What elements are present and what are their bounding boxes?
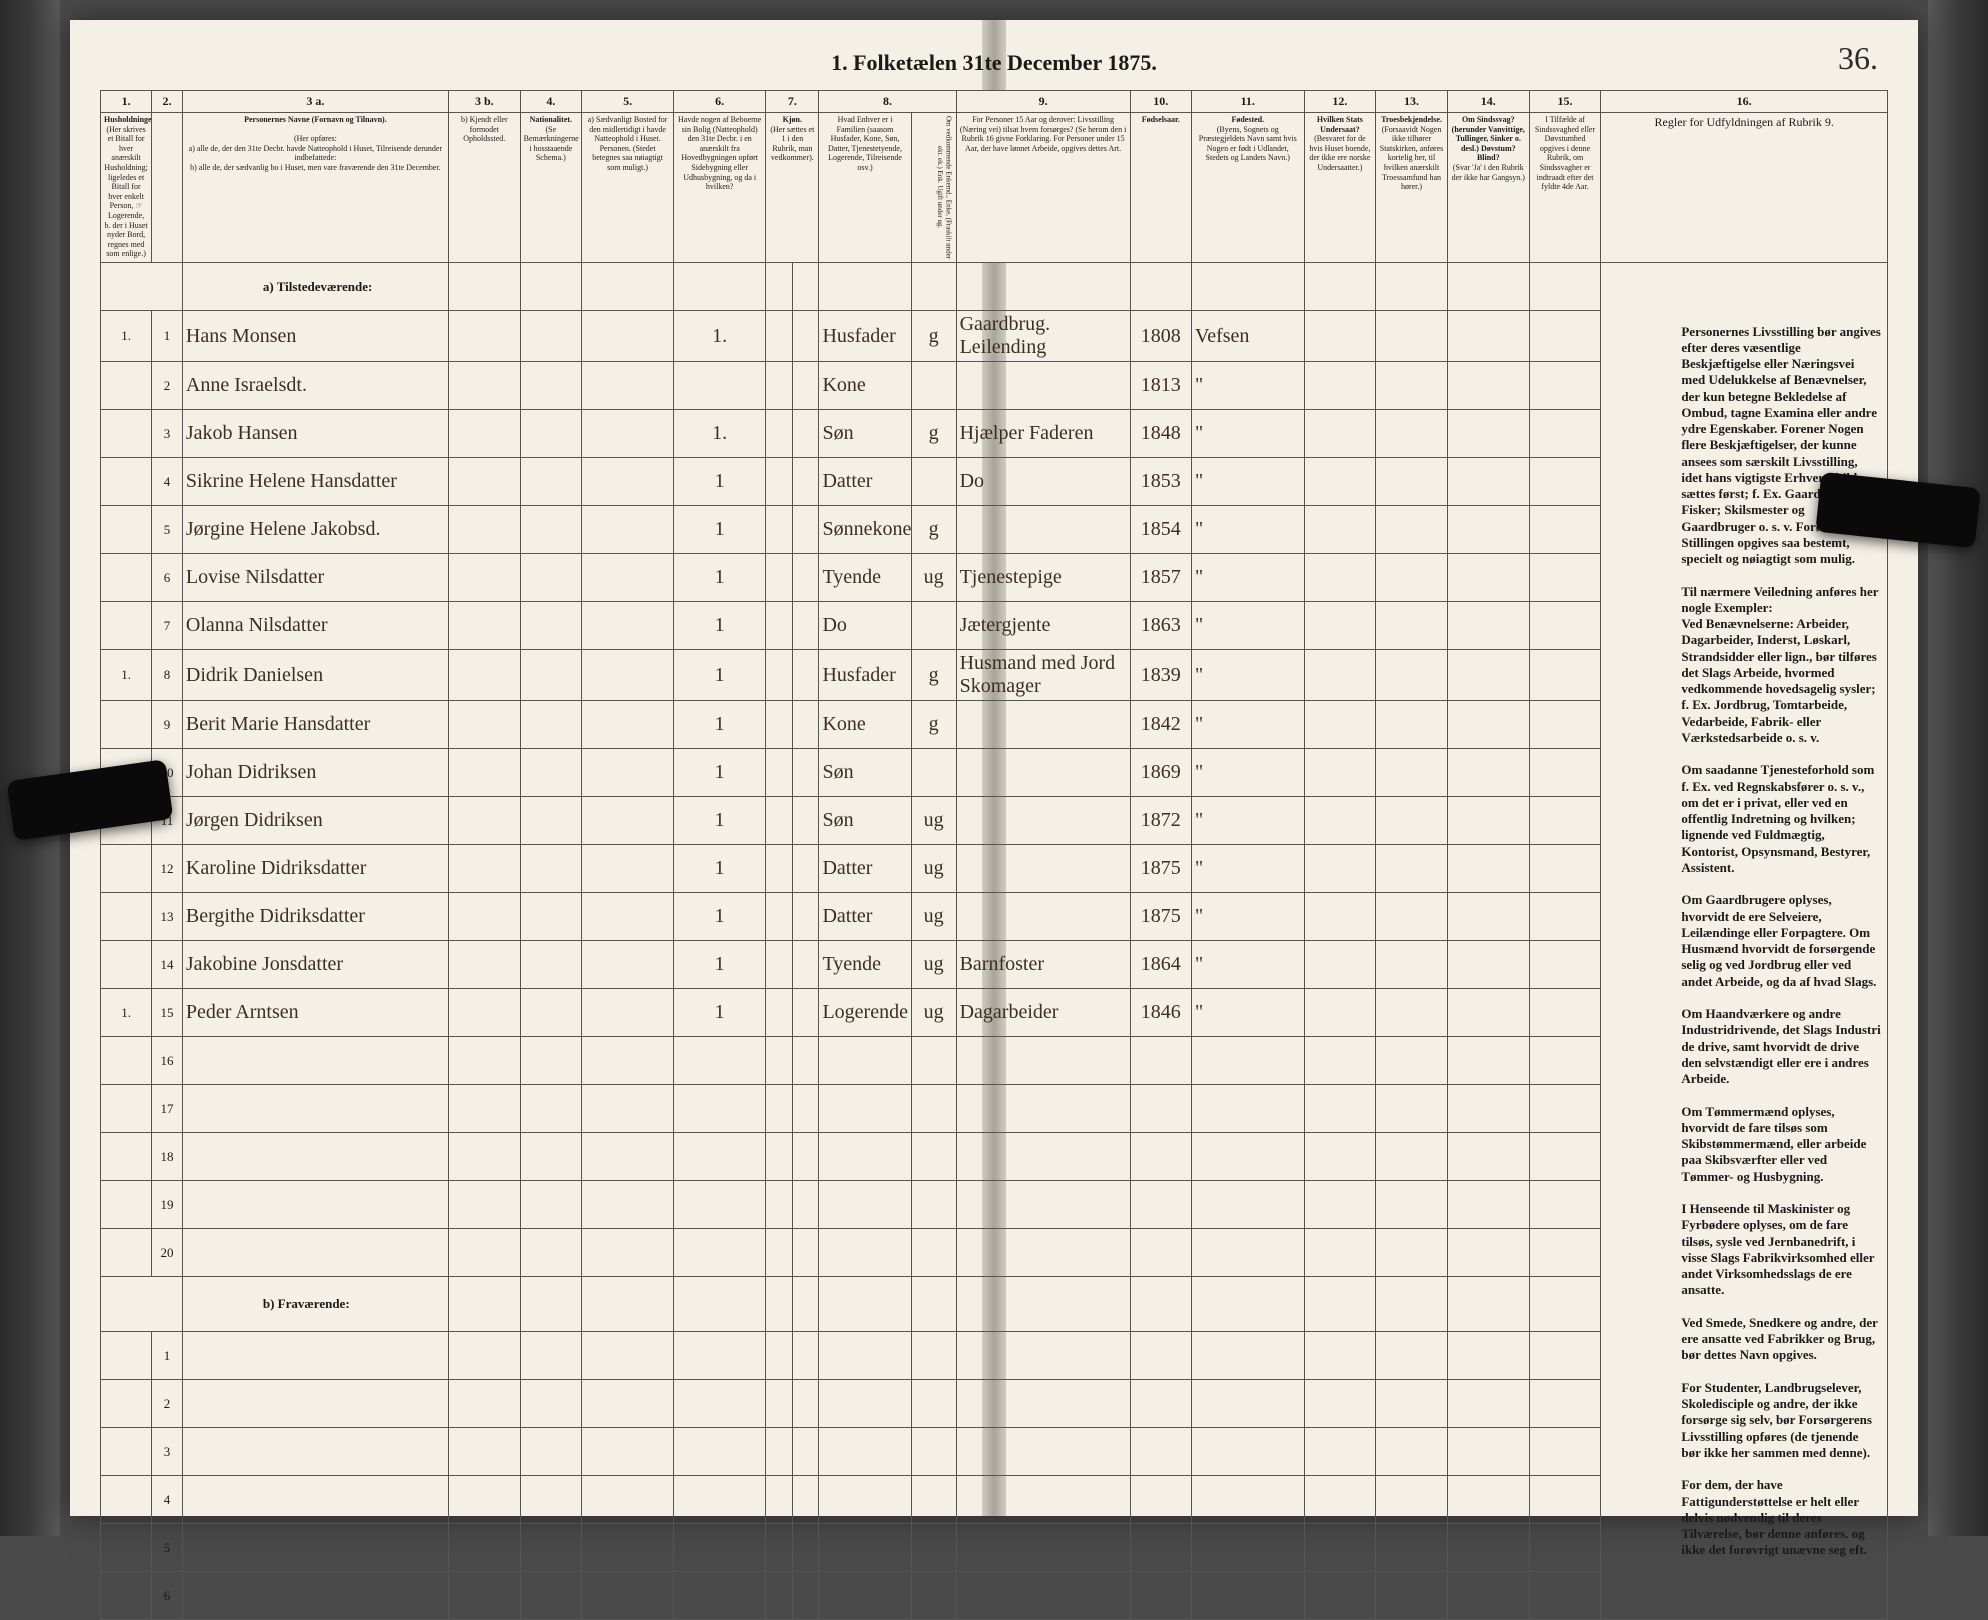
section-present-label: a) Tilstedeværende:	[182, 263, 448, 311]
colnum-4: 4.	[520, 91, 581, 113]
hdr-2	[152, 113, 183, 263]
hdr-14: Om Sindssvag? (herunder Vanvittige, Tull…	[1447, 113, 1529, 263]
hdr-13: Troesbekjendelse.(Forsaavidt Nogen ikke …	[1376, 113, 1448, 263]
hdr-12: Hvilken Stats Undersaat?(Besvaret for de…	[1304, 113, 1376, 263]
hdr-1: Husholdninger.(Her skrives et Bitall for…	[101, 113, 152, 263]
colnum-9: 9.	[956, 91, 1130, 113]
hdr-5: a) Sædvanligt Bosted for den midlertidig…	[582, 113, 674, 263]
hdr-10: Fødselsaar.	[1130, 113, 1191, 263]
ledger-page: 36. 1. Folketælen 31te December 1875. 1.…	[70, 20, 1918, 1516]
section-present: a) Tilstedeværende:Personernes Livsstill…	[101, 263, 1888, 311]
book-edge-right	[1928, 0, 1988, 1536]
colnum-14: 14.	[1447, 91, 1529, 113]
hdr-3b: b) Kjendt eller formodet Opholdssted.	[448, 113, 520, 263]
hdr-9: For Personer 15 Aar og derover: Livsstil…	[956, 113, 1130, 263]
hdr-15: I Tilfælde af Sindssvaghed eller Døvstum…	[1529, 113, 1601, 263]
colnum-12: 12.	[1304, 91, 1376, 113]
hdr-8: Hvad Enhver er i Familien (saasom Husfad…	[819, 113, 911, 263]
colnum-5: 5.	[582, 91, 674, 113]
book-edge-left	[0, 0, 60, 1536]
hdr-3a: Personernes Navne (Fornavn og Tilnavn).(…	[182, 113, 448, 263]
colnum-1: 1.	[101, 91, 152, 113]
colnum-7: 7.	[766, 91, 819, 113]
colnum-3b: 3 b.	[448, 91, 520, 113]
colnum-6: 6.	[674, 91, 766, 113]
colnum-15: 15.	[1529, 91, 1601, 113]
colnum-11: 11.	[1191, 91, 1304, 113]
page-title: 1. Folketælen 31te December 1875.	[70, 50, 1918, 76]
rules-notes: Personernes Livsstilling bør angives eft…	[1601, 263, 1888, 1620]
hdr-9pre: Om vedkommende Enkemd., Enke, (Fraskilt …	[911, 113, 956, 263]
hdr-4: Nationalitet.(Se Bemærkningerne i hossta…	[520, 113, 581, 263]
colnum-10: 10.	[1130, 91, 1191, 113]
table-body: a) Tilstedeværende: Personernes Livsstill…	[101, 263, 1888, 1620]
hdr-6: Havde nogen af Beboerne sin Bolig (Natte…	[674, 113, 766, 263]
section-absent-label: b) Fraværende:	[182, 1277, 448, 1332]
column-header-row: Husholdninger.(Her skrives et Bitall for…	[101, 113, 1888, 263]
colnum-2: 2.	[152, 91, 183, 113]
census-table: 1. 2. 3 a. 3 b. 4. 5. 6. 7. 8. 9. 10. 11…	[100, 90, 1888, 1620]
column-number-row: 1. 2. 3 a. 3 b. 4. 5. 6. 7. 8. 9. 10. 11…	[101, 91, 1888, 113]
colnum-8: 8.	[819, 91, 956, 113]
hdr-16: Regler for Udfyldningen af Rubrik 9.	[1601, 113, 1888, 263]
hdr-7: Kjøn.(Her sættes et 1 i den Rubrik, man …	[766, 113, 819, 263]
colnum-16: 16.	[1601, 91, 1888, 113]
hdr-11: Fødested.(Byens, Sognets og Præstegjelde…	[1191, 113, 1304, 263]
colnum-13: 13.	[1376, 91, 1448, 113]
colnum-3a: 3 a.	[182, 91, 448, 113]
census-table-wrap: 1. 2. 3 a. 3 b. 4. 5. 6. 7. 8. 9. 10. 11…	[100, 90, 1888, 1480]
